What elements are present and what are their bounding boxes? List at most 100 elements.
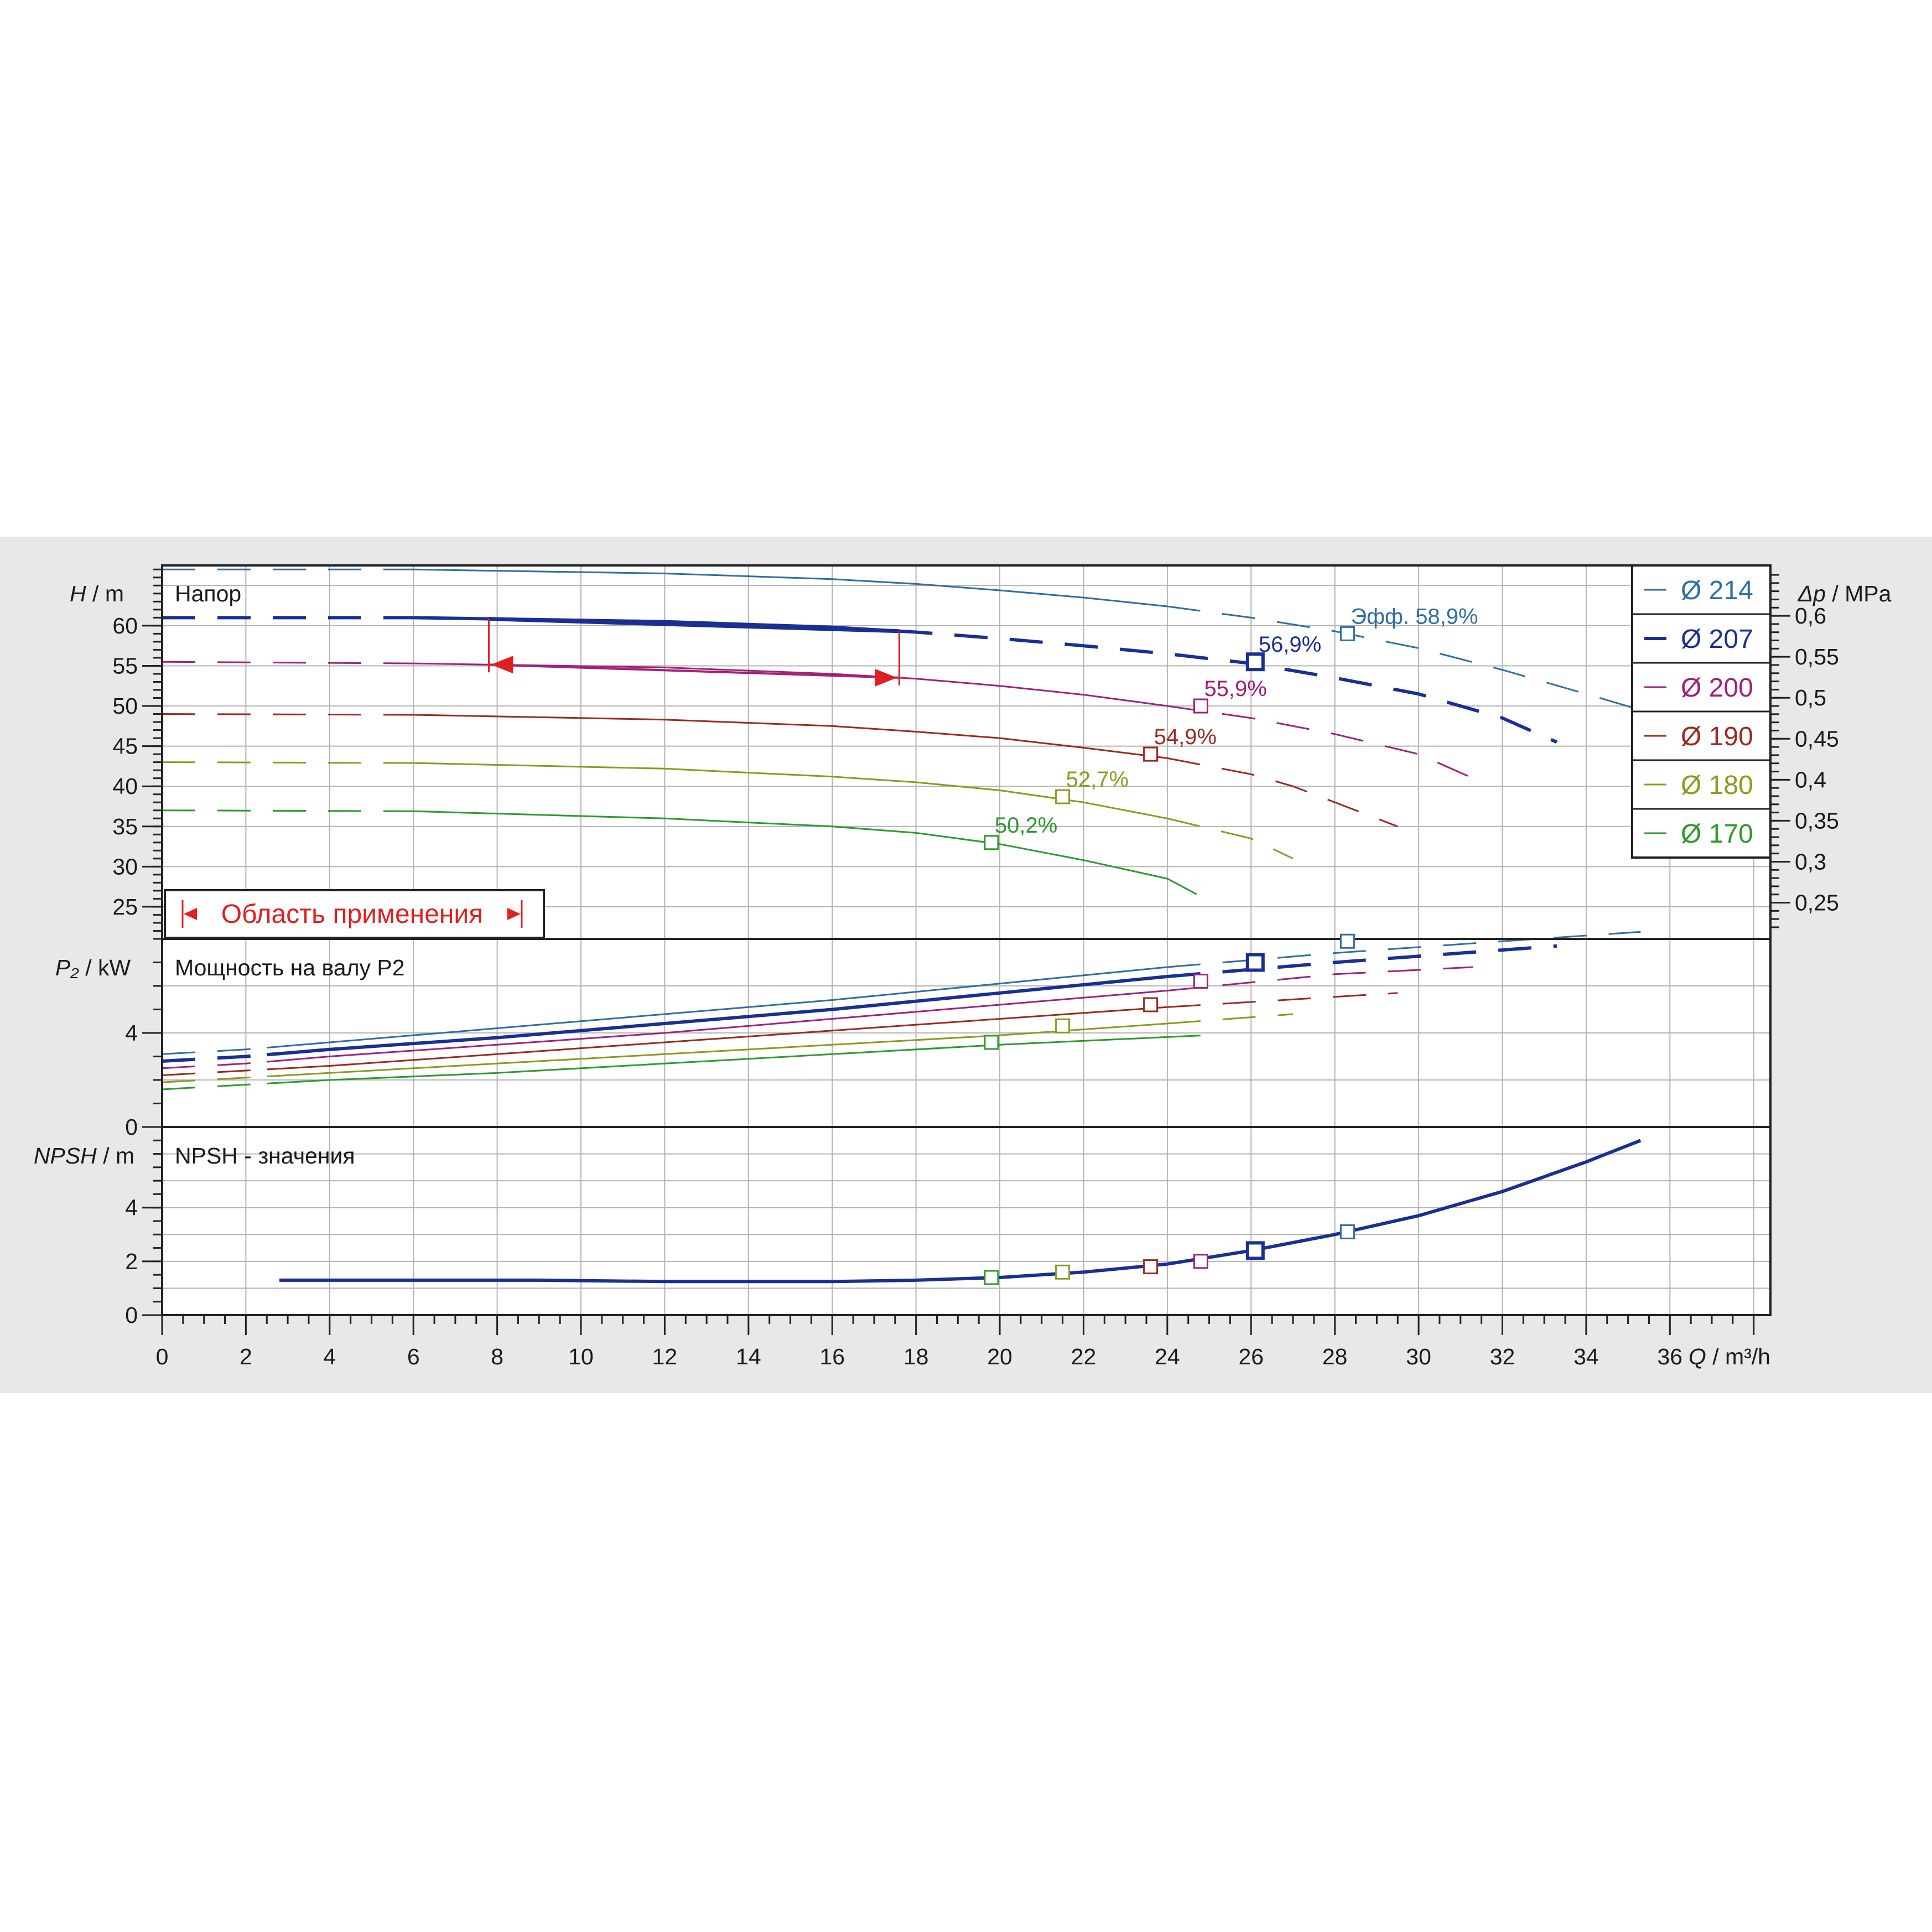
power-axis-unit: / kW (85, 955, 131, 980)
q-tick-label: 36 (1658, 1344, 1683, 1369)
grid (162, 565, 1770, 1315)
head-panel-title: Напор (175, 581, 241, 606)
npsh-bep-marker (1193, 1254, 1208, 1269)
power-curve-207 (267, 975, 1168, 1057)
dp-tick-label: 0,35 (1795, 808, 1839, 833)
q-tick-label: 2 (240, 1344, 252, 1369)
dp-tick-label: 0,25 (1795, 890, 1839, 916)
application-range-top (489, 617, 900, 633)
dp-tick-label: 0,4 (1795, 767, 1826, 792)
application-range-label: Область применения (221, 900, 483, 929)
efficiency-label: 50,2% (995, 813, 1057, 838)
head-curve-190-dashed-left (162, 713, 414, 716)
head-tick-label: 40 (112, 773, 138, 799)
npsh-plot-area (162, 1127, 1770, 1315)
head-curve-200 (413, 662, 1168, 707)
q-tick-label: 30 (1406, 1344, 1431, 1369)
npsh-panel-title: NPSH - значения (175, 1143, 355, 1168)
dp-axis-label: Δp / MPa (1798, 581, 1892, 606)
npsh-bep-marker (984, 1270, 999, 1285)
power-curve-180 (267, 1022, 1168, 1078)
power-curve-180-dashed-left (162, 1076, 267, 1083)
q-tick-label: 8 (491, 1344, 503, 1369)
head-axis-unit: / m (92, 581, 124, 606)
legend-entry: Ø 200 (1681, 673, 1753, 703)
head-curve-170-dashed-left (162, 809, 414, 812)
npsh-bep-marker (1339, 1224, 1355, 1239)
head-tick-label: 45 (112, 734, 138, 759)
npsh-axis-label: NPSH / m (34, 1143, 134, 1168)
dp-tick-label: 0,6 (1795, 603, 1826, 629)
npsh-bep-marker (1143, 1259, 1159, 1275)
bep-markers: Эфф. 58,9% 56,9% 55,9% 54,9% 52,7% 50,2% (984, 604, 1478, 1285)
curves (162, 568, 1642, 1284)
power-tick-label: 4 (125, 1020, 138, 1046)
power-axis-label: P₂ / kW (55, 955, 131, 980)
q-tick-label: 34 (1573, 1344, 1599, 1369)
legend: Ø 214 Ø 207 Ø 200 Ø 190 Ø 180 Ø 170 (1631, 564, 1772, 859)
head-curve-180 (413, 762, 1168, 819)
power-bep-marker (1055, 1018, 1071, 1033)
npsh-bep-marker (1245, 1241, 1265, 1260)
efficiency-label: 54,9% (1154, 725, 1217, 749)
power-bep-marker (984, 1035, 999, 1050)
q-tick-label: 28 (1322, 1344, 1348, 1369)
head-tick-label: 60 (112, 613, 138, 638)
axis-labels: Напор Мощность на валу P2 NPSH - значени… (34, 581, 1892, 1369)
power-curve-170-dashed-left (162, 1082, 267, 1090)
npsh-tick-label: 4 (125, 1195, 138, 1221)
q-axis-label: Q / m³/h (1689, 1344, 1770, 1369)
head-tick-label: 30 (112, 854, 138, 879)
legend-entry: Ø 190 (1681, 722, 1753, 751)
head-curve-180-dashed-right (1167, 817, 1294, 860)
power-curve-200 (267, 990, 1168, 1063)
legend-entry: Ø 180 (1681, 771, 1753, 800)
legend-entry: Ø 170 (1681, 819, 1753, 849)
head-bep-marker (1143, 746, 1159, 762)
head-bep-marker (1245, 652, 1265, 672)
head-curve-200-dashed-right (1167, 705, 1474, 780)
head-bep-marker (1339, 626, 1355, 641)
power-curve-190 (267, 1006, 1168, 1071)
q-tick-label: 10 (568, 1344, 594, 1369)
head-curve-170-dashed-right (1167, 877, 1206, 900)
head-bep-marker (1193, 698, 1208, 714)
dp-axis-unit: / MPa (1832, 581, 1891, 606)
power-panel-title: Мощность на валу P2 (175, 955, 405, 980)
head-axis-label: H / m (70, 581, 124, 606)
head-curve-200-dashed-left (162, 661, 414, 664)
q-tick-label: 4 (323, 1344, 336, 1369)
application-range: Область применения (164, 617, 900, 939)
head-curve-190-dashed-right (1167, 757, 1398, 828)
head-curve-214-dashed-right (1167, 605, 1641, 711)
power-bep-marker (1143, 997, 1159, 1012)
power-curve-214 (267, 966, 1168, 1049)
application-range-legend-right-arrow-icon (507, 908, 521, 920)
axis-ticks: 2530354045505560040240,250,30,350,40,450… (112, 568, 1839, 1369)
power-curve-200-dashed-left (162, 1061, 267, 1069)
head-curve-190 (413, 714, 1168, 759)
head-tick-label: 50 (112, 693, 138, 719)
npsh-axis-unit: / m (103, 1143, 134, 1168)
q-tick-label: 12 (652, 1344, 678, 1369)
head-tick-label: 25 (112, 894, 138, 920)
head-curve-170 (413, 810, 1168, 880)
q-tick-label: 24 (1155, 1344, 1180, 1369)
efficiency-label: 52,7% (1066, 767, 1129, 792)
power-axis-symbol: P₂ (55, 955, 79, 980)
application-range-legend-box (164, 889, 545, 939)
head-bep-marker (984, 835, 999, 850)
dp-tick-label: 0,45 (1795, 726, 1839, 751)
power-curve-207-dashed-left (162, 1053, 267, 1063)
power-curve-200-dashed-right (1167, 966, 1473, 991)
head-curve-207-dashed-right (899, 629, 1558, 744)
q-tick-label: 16 (819, 1344, 845, 1369)
head-tick-label: 35 (112, 814, 138, 839)
head-axis-symbol: H (70, 581, 86, 606)
power-curve-180-dashed-right (1167, 1013, 1294, 1025)
efficiency-label: Эфф. 58,9% (1351, 604, 1478, 629)
power-curve-207-dashed-right (1167, 944, 1557, 978)
q-tick-label: 6 (407, 1344, 420, 1369)
power-tick-label: 0 (125, 1114, 138, 1140)
